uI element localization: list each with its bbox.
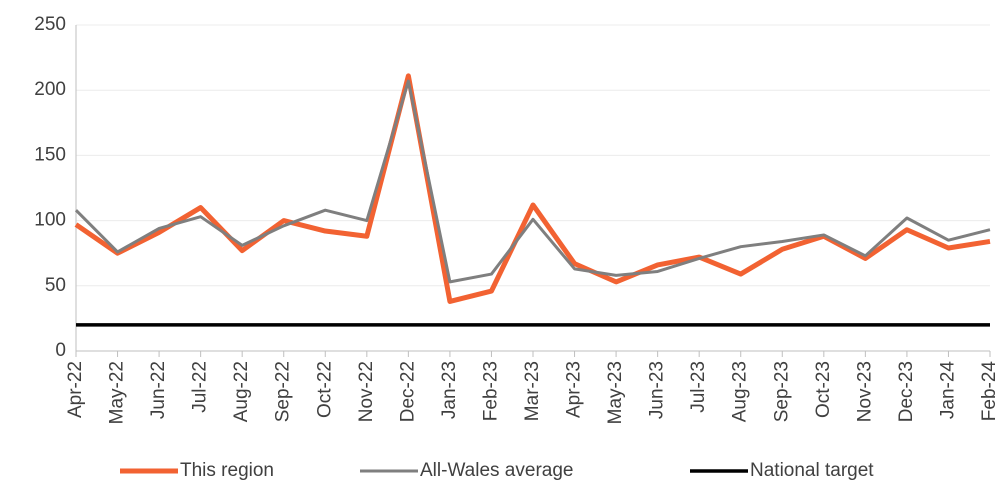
x-tick-label: Dec-23: [896, 361, 917, 422]
x-tick-label: Jun-23: [647, 361, 668, 419]
legend-label: National target: [750, 460, 874, 481]
x-tick-label: Dec-22: [397, 361, 418, 422]
x-tick-label: Nov-23: [854, 361, 875, 422]
y-tick-label: 100: [34, 210, 66, 231]
x-tick-label: Oct-23: [813, 361, 834, 418]
x-tick-label: Apr-22: [65, 361, 86, 418]
x-tick-label: Oct-22: [314, 361, 335, 418]
x-tick-label: Mar-23: [522, 361, 543, 421]
x-tick-label: Jun-22: [148, 361, 169, 419]
x-tick-label: Jan-24: [937, 361, 958, 420]
x-tick-label: Sep-23: [771, 361, 792, 422]
x-tick-label: Feb-23: [480, 361, 501, 421]
x-tick-label: Aug-23: [730, 361, 751, 422]
x-tick-label: Nov-22: [356, 361, 377, 422]
x-tick-label: Jan-23: [439, 361, 460, 419]
x-tick-label: Jul-23: [688, 361, 709, 413]
x-tick-label: Jul-22: [190, 361, 211, 413]
y-tick-label: 150: [34, 144, 66, 165]
series-line: [74, 73, 991, 304]
x-tick-label: Feb-24: [979, 361, 1000, 422]
y-tick-label: 0: [55, 340, 66, 361]
legend-label: All-Wales average: [420, 460, 573, 481]
y-tick-label: 200: [34, 79, 66, 100]
legend-label: This region: [180, 460, 274, 481]
y-tick-label: 50: [45, 275, 66, 296]
x-tick-label: Aug-22: [231, 361, 252, 422]
series-line: [74, 79, 991, 284]
x-tick-label: May-23: [605, 361, 626, 424]
x-tick-label: Apr-23: [564, 361, 585, 418]
x-tick-label: Sep-22: [273, 361, 294, 422]
x-tick-label: May-22: [107, 361, 128, 424]
y-tick-label: 250: [34, 14, 66, 35]
